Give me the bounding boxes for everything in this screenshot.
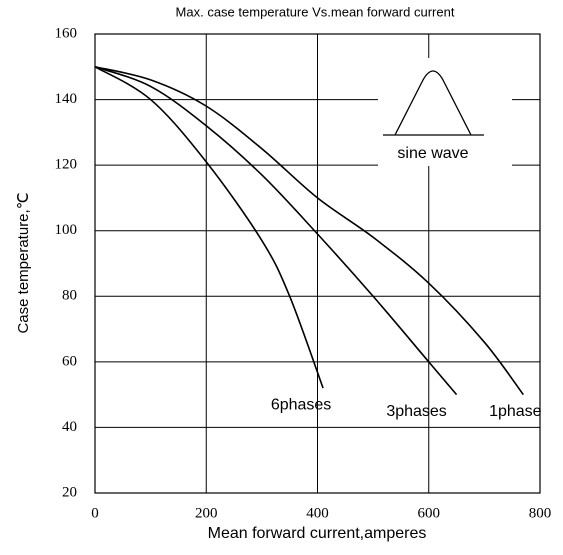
y-tick-label: 40 [62, 419, 77, 435]
y-tick-label: 140 [55, 91, 78, 107]
y-tick-label: 100 [55, 222, 78, 238]
x-tick-label: 600 [418, 505, 441, 521]
series-label: 6phases [271, 396, 332, 413]
x-tick-label: 0 [91, 505, 99, 521]
y-tick-label: 80 [62, 288, 77, 304]
series-label: 1phase [489, 403, 542, 420]
x-tick-label: 800 [529, 505, 552, 521]
y-axis-label: Case temperature,℃ [15, 192, 32, 333]
sine-wave-icon [394, 70, 472, 136]
inset-background [378, 58, 512, 166]
series-line [94, 66, 324, 389]
series-line [94, 66, 458, 396]
sine-wave-inset: sine wave [378, 58, 512, 166]
chart-title: Max. case temperature Vs.mean forward cu… [176, 4, 455, 19]
inset-label: sine wave [397, 145, 468, 162]
y-tick-label: 20 [62, 484, 77, 500]
y-tick-label: 120 [55, 157, 78, 173]
x-tick-label: 200 [195, 505, 218, 521]
series-line [94, 66, 524, 396]
y-tick-label: 160 [55, 25, 78, 41]
x-axis-label: Mean forward current,amperes [208, 525, 427, 542]
plot-frame [94, 33, 541, 494]
x-tick-label: 400 [306, 505, 329, 521]
y-tick-label: 60 [62, 353, 77, 369]
series-label: 3phases [386, 403, 447, 420]
